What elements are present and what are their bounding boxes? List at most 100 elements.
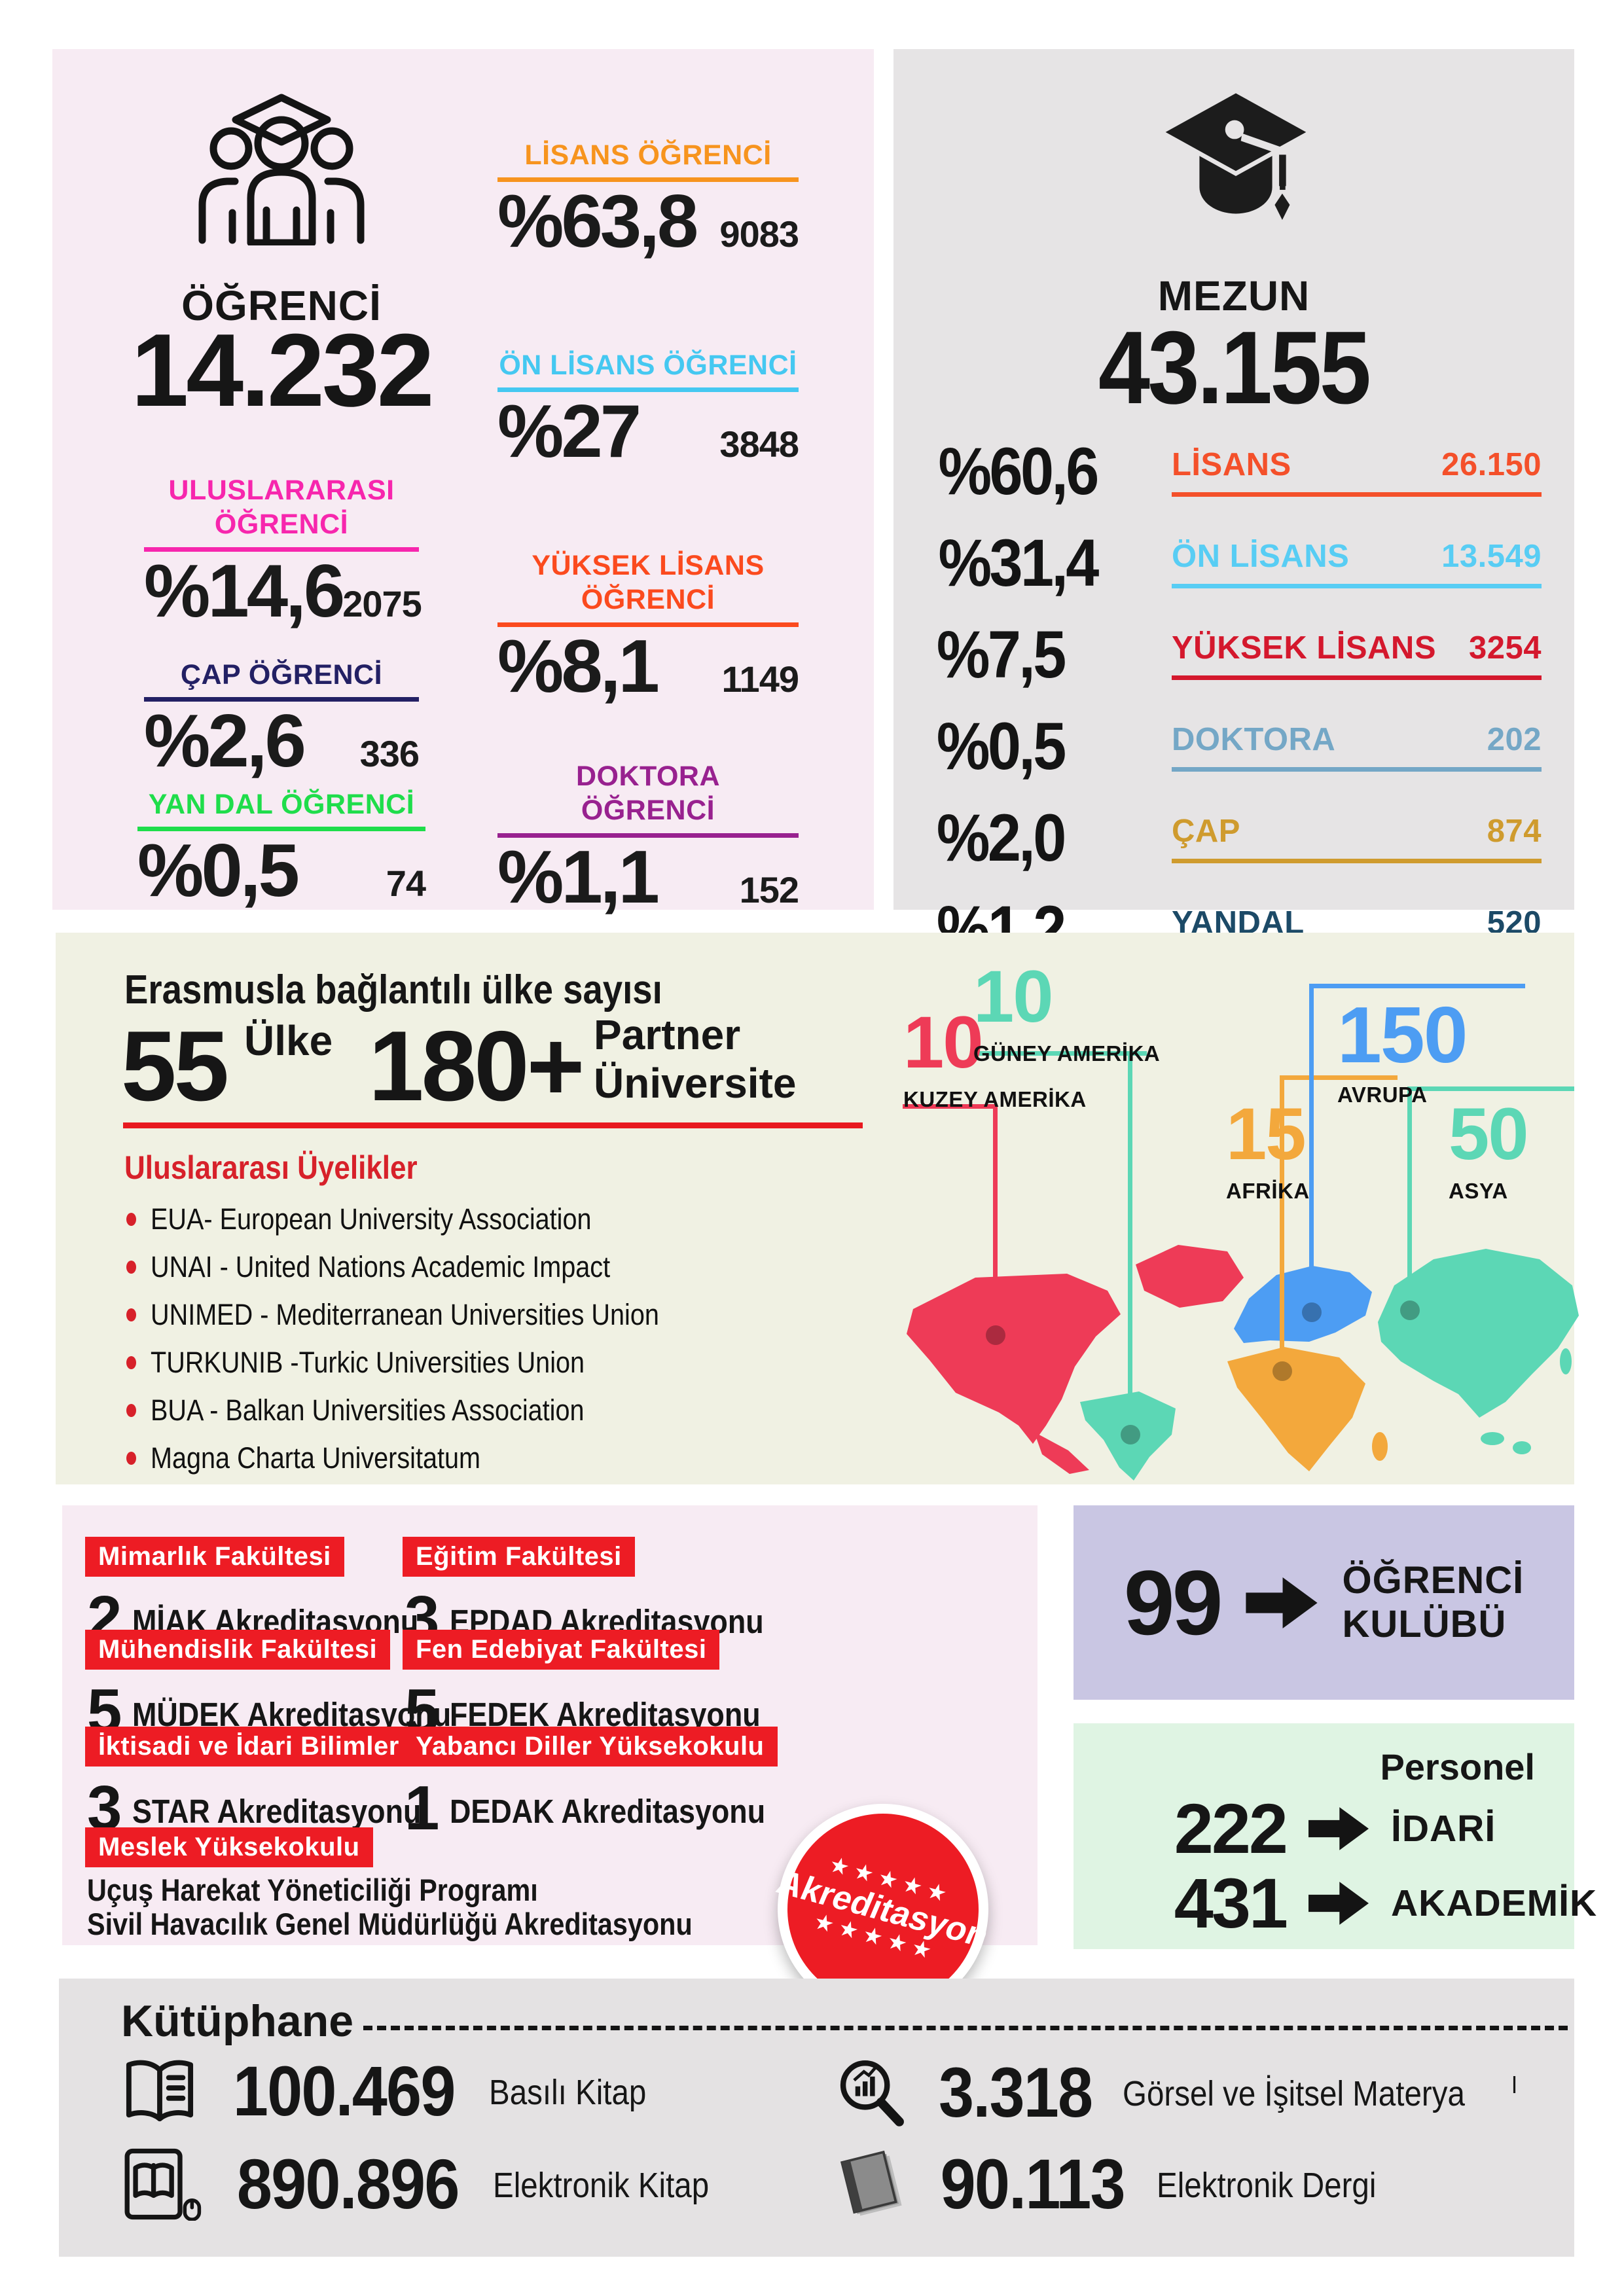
country-label: Ülke xyxy=(244,1017,333,1064)
row-percent: %0,5 xyxy=(936,709,1066,783)
graduate-row: %60,6 LİSANS 26.150 xyxy=(929,433,1542,510)
island-madagascar xyxy=(1372,1432,1388,1461)
continent-north-america xyxy=(907,1274,1121,1444)
bullet-icon xyxy=(126,1356,136,1369)
faculty-tag: Fen Edebiyat Fakültesi xyxy=(403,1630,720,1670)
students-icon xyxy=(193,88,370,252)
graduate-row: %7,5 YÜKSEK LİSANS 3254 xyxy=(929,616,1542,693)
leader-line xyxy=(1309,984,1314,1311)
stat-percent: %1,1 xyxy=(497,835,660,919)
graduate-row: %31,4 ÖN LİSANS 13.549 xyxy=(929,524,1542,601)
graduates-panel: MEZUN 43.155 %60,6 LİSANS 26.150 %31,4 Ö… xyxy=(893,49,1574,963)
row-value: 874 xyxy=(1487,813,1542,849)
continent-africa xyxy=(1227,1347,1365,1471)
library-title: Kütüphane xyxy=(121,1996,354,2046)
stat-percent: %8,1 xyxy=(497,624,660,708)
row-percent: %2,0 xyxy=(936,800,1066,875)
row-value: 13.549 xyxy=(1441,538,1542,574)
ebook-icon xyxy=(121,2147,202,2221)
list-item: UNIMED - Mediterranean Universities Unio… xyxy=(126,1298,729,1332)
student-clubs-panel: 99 ÖĞRENCİ KULÜBÜ xyxy=(1074,1505,1574,1700)
stat-underline xyxy=(497,177,799,183)
faculty-tag: Yabancı Diller Yüksekokulu xyxy=(403,1727,778,1767)
library-value: 890.896 xyxy=(236,2144,460,2223)
students-panel: ÖĞRENCİ 14.232 ULUSLARARASI ÖĞRENCİ %14,… xyxy=(52,49,874,914)
stat-label: YÜKSEK LİSANS xyxy=(532,550,765,581)
stat-double-major-students: ÇAP ÖĞRENCİ %2,6 336 xyxy=(144,658,420,783)
personnel-row: 431 AKADEMİK xyxy=(1116,1862,1597,1944)
leader-line xyxy=(973,1051,1147,1056)
row-percent: %60,6 xyxy=(938,434,1099,509)
row-label: DOKTORA xyxy=(1172,721,1336,757)
country-count: 55 xyxy=(121,1011,229,1122)
graduate-row: %2,0 ÇAP 874 xyxy=(929,799,1542,876)
bullet-icon xyxy=(126,1404,136,1417)
stat-count: 74 xyxy=(386,863,426,905)
bullet-icon xyxy=(126,1213,136,1226)
row-label: ÖN LİSANS xyxy=(1172,538,1350,574)
dashed-divider xyxy=(363,2026,1568,2030)
library-value: 3.318 xyxy=(939,2053,1093,2132)
stat-percent: %2,6 xyxy=(144,700,306,783)
region-africa: 15 AFRİKA xyxy=(1226,1098,1310,1204)
region-label: ASYA xyxy=(1449,1179,1508,1203)
vocational-program: Uçuş Harekat Yöneticiliği Programı xyxy=(87,1873,538,1907)
library-value: 90.113 xyxy=(940,2144,1126,2223)
stat-label-line2: ÖĞRENCİ xyxy=(214,509,349,541)
stat-count: 3848 xyxy=(719,423,799,465)
memberships-title: Uluslararası Üyelikler xyxy=(124,1149,418,1186)
stat-phd-students: DOKTORA ÖĞRENCİ %1,1 152 xyxy=(497,761,799,919)
list-item: Magna Charta Universitatum xyxy=(126,1441,729,1475)
row-value: 26.150 xyxy=(1441,446,1542,482)
row-percent: %7,5 xyxy=(936,617,1066,692)
map-dot-north-america xyxy=(986,1325,1005,1345)
continent-central-america xyxy=(1034,1432,1089,1474)
row-label: ÇAP xyxy=(1172,813,1240,849)
list-item: BUA - Balkan Universities Association xyxy=(126,1393,729,1427)
stat-count: 2075 xyxy=(342,583,422,624)
clubs-count: 99 xyxy=(1123,1551,1223,1654)
personnel-row: 222 İDARİ xyxy=(1116,1787,1496,1869)
stat-underline xyxy=(497,622,799,627)
library-label: Elektronik Dergi xyxy=(1157,2165,1377,2205)
map-dot-asia xyxy=(1400,1300,1420,1320)
region-value: 50 xyxy=(1449,1093,1529,1175)
row-percent: %31,4 xyxy=(938,526,1099,600)
island-borneo xyxy=(1513,1441,1531,1454)
library-label: Görsel ve İşitsel Materya xyxy=(1123,2073,1466,2113)
personnel-label: AKADEMİK xyxy=(1391,1882,1598,1924)
region-value: 10 xyxy=(903,1001,984,1083)
continent-asia xyxy=(1378,1249,1579,1418)
stat-underline xyxy=(144,547,419,552)
stat-label: DOKTORA xyxy=(575,761,721,792)
stat-count: 1149 xyxy=(721,658,799,700)
stat-underline xyxy=(137,827,425,832)
erasmus-title: Erasmusla bağlantılı ülke sayısı xyxy=(124,967,662,1013)
leader-line xyxy=(903,1104,998,1109)
personnel-title: Personel xyxy=(1380,1746,1535,1787)
stat-label: ÖN LİSANS ÖĞRENCİ xyxy=(499,350,797,381)
leader-line xyxy=(1280,1075,1398,1080)
list-item: UNAI - United Nations Academic Impact xyxy=(126,1250,729,1284)
faculty-tag: Eğitim Fakültesi xyxy=(403,1537,635,1577)
leader-line xyxy=(1128,1051,1132,1433)
library-stat: 100.469 Basılı Kitap xyxy=(121,2056,668,2126)
leader-line xyxy=(1309,984,1525,988)
region-label: GÜNEY AMERİKA xyxy=(973,1041,1161,1066)
map-dot-south-america xyxy=(1121,1425,1140,1444)
leader-line xyxy=(1407,1086,1574,1091)
stat-label: ÇAP ÖĞRENCİ xyxy=(180,659,383,691)
region-north-america: 10 KUZEY AMERİKA xyxy=(903,1006,1087,1112)
arrow-right-icon xyxy=(1308,1806,1369,1850)
open-book-icon xyxy=(121,2056,198,2126)
region-value: 150 xyxy=(1337,990,1468,1079)
journal-icon xyxy=(835,2147,908,2221)
library-stat: 90.113 Elektronik Dergi xyxy=(835,2147,1407,2221)
library-stat: 890.896 Elektronik Kitap xyxy=(121,2147,739,2221)
list-item: EUA- European University Association xyxy=(126,1202,729,1236)
stat-minor-students: YAN DAL ÖĞRENCİ %0,5 74 xyxy=(137,787,426,913)
world-map xyxy=(877,1230,1584,1482)
stat-percent: %0,5 xyxy=(137,829,300,913)
stat-underline xyxy=(497,387,799,393)
